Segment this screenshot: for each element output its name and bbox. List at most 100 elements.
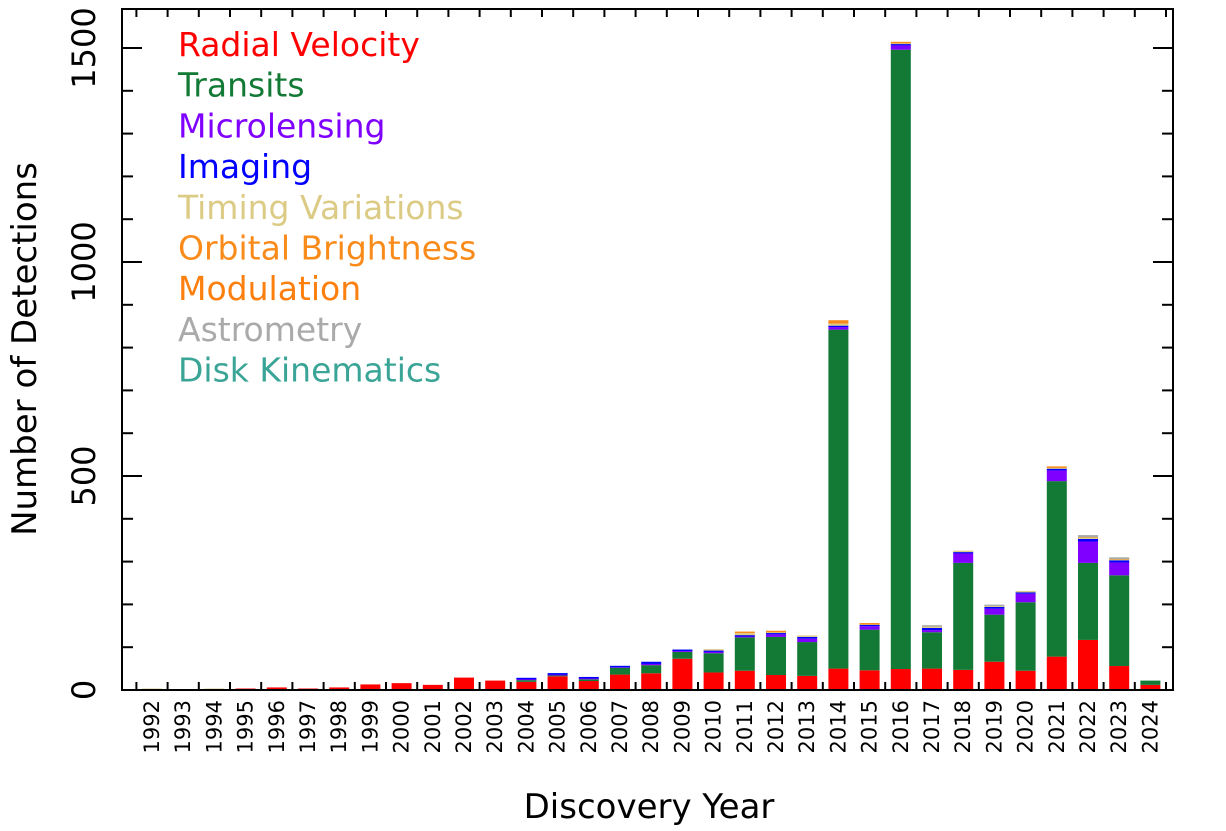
y-tick-label-500: 500 xyxy=(65,445,103,506)
bar-segment-2017-timing-variations xyxy=(922,626,942,628)
bar-segment-2020-transits xyxy=(1015,602,1036,671)
x-tick-label-2008: 2008 xyxy=(639,700,663,753)
bar-segment-2007-transits xyxy=(610,667,630,675)
legend-entry-orbital-brightness: Orbital Brightness xyxy=(178,229,476,268)
x-tick-label-1997: 1997 xyxy=(296,700,320,753)
bar-segment-2021-timing-variations xyxy=(1046,467,1067,469)
bar-segment-2008-microlensing xyxy=(641,663,662,666)
legend-entry-disk-kinematics: Disk Kinematics xyxy=(178,351,441,390)
bar-segment-2023-transits xyxy=(1109,575,1130,667)
bars-layer xyxy=(142,41,1161,690)
bar-segment-2005-radial-velocity xyxy=(547,676,568,690)
bar-segment-2000-radial-velocity xyxy=(391,683,412,690)
bar-segment-2012-timing-variations xyxy=(766,631,786,634)
x-tick-label-2001: 2001 xyxy=(421,700,445,753)
bar-segment-2006-transits xyxy=(578,679,599,682)
bar-segment-2021-radial-velocity xyxy=(1046,656,1067,690)
bar-segment-2006-microlensing xyxy=(578,677,599,680)
bar-segment-2020-microlensing xyxy=(1015,593,1036,603)
bar-segment-1996-radial-velocity xyxy=(266,687,287,690)
x-tick-label-2018: 2018 xyxy=(951,700,975,753)
axis-ticks xyxy=(122,9,1173,691)
y-tick-labels: 0 500 1000 1500 xyxy=(65,7,103,700)
legend-entry-radial-velocity: Radial Velocity xyxy=(178,25,420,64)
bar-segment-2004-radial-velocity xyxy=(516,681,537,690)
bar-segment-2005-transits xyxy=(547,674,568,677)
bar-segment-2010-imaging xyxy=(703,650,724,652)
bar-segment-2021-imaging xyxy=(1046,468,1067,471)
bar-segment-2016-orbital-brightness xyxy=(890,41,911,44)
bar-segment-2010-transits xyxy=(703,653,724,673)
bar-segment-2004-imaging xyxy=(516,677,537,680)
bar-segment-1998-radial-velocity xyxy=(329,687,350,690)
x-tick-label-2004: 2004 xyxy=(514,700,538,753)
x-tick-label-1995: 1995 xyxy=(234,700,258,753)
bar-segment-2021-orbital-brightness xyxy=(1046,466,1067,468)
x-tick-label-2000: 2000 xyxy=(390,700,414,753)
bar-segment-2013-microlensing xyxy=(797,638,818,643)
bar-segment-2016-radial-velocity xyxy=(890,669,911,690)
bar-segment-2009-microlensing xyxy=(672,650,693,652)
bar-segment-2014-timing-variations xyxy=(828,323,849,326)
bar-segment-2006-radial-velocity xyxy=(578,681,599,690)
bar-segment-2016-transits xyxy=(890,49,911,670)
x-tick-label-1999: 1999 xyxy=(358,700,382,753)
bar-segment-2017-imaging xyxy=(922,627,942,631)
x-tick-label-2013: 2013 xyxy=(795,700,819,753)
bar-segment-2022-timing-variations xyxy=(1078,537,1098,539)
bar-segment-2002-radial-velocity xyxy=(454,677,474,690)
bar-segment-2011-microlensing xyxy=(734,635,755,638)
bar-segment-2017-radial-velocity xyxy=(922,668,942,690)
bar-segment-2010-microlensing xyxy=(703,651,724,654)
bar-segment-2022-transits xyxy=(1078,562,1098,640)
x-tick-label-2009: 2009 xyxy=(670,700,694,753)
x-tick-label-1998: 1998 xyxy=(327,700,351,753)
bar-segment-2008-transits xyxy=(641,665,662,674)
y-tick-label-1500: 1500 xyxy=(65,7,103,88)
bar-segment-2018-microlensing xyxy=(953,553,974,563)
bar-segment-2006-imaging xyxy=(578,676,599,679)
bar-segment-2015-orbital-brightness xyxy=(859,623,880,625)
bar-segment-2003-radial-velocity xyxy=(485,680,506,690)
bar-segment-2012-transits xyxy=(766,636,786,676)
bar-segment-2016-imaging xyxy=(890,43,911,46)
legend-entry-imaging: Imaging xyxy=(178,147,312,186)
y-tick-label-0: 0 xyxy=(65,680,103,700)
bar-segment-2022-astrometry xyxy=(1078,535,1098,538)
bar-segment-2011-transits xyxy=(734,637,755,671)
bar-segment-1999-radial-velocity xyxy=(360,684,381,690)
bar-segment-2015-radial-velocity xyxy=(859,670,880,690)
legend: Radial VelocityTransitsMicrolensingImagi… xyxy=(177,25,476,390)
bar-segment-2016-timing-variations xyxy=(890,42,911,45)
bar-segment-2019-radial-velocity xyxy=(984,661,1005,690)
x-tick-label-2024: 2024 xyxy=(1138,700,1162,753)
legend-entry-microlensing: Microlensing xyxy=(178,106,385,145)
bar-segment-2018-timing-variations xyxy=(953,550,974,553)
bar-segment-2010-radial-velocity xyxy=(703,672,724,690)
bar-segment-2014-imaging xyxy=(828,325,849,328)
x-axis-label: Discovery Year xyxy=(524,787,775,827)
bar-segment-2005-imaging xyxy=(547,673,568,675)
x-tick-label-1994: 1994 xyxy=(202,700,226,753)
bar-segment-2013-imaging xyxy=(797,636,818,639)
bar-segment-2022-radial-velocity xyxy=(1078,639,1098,690)
x-tick-label-2012: 2012 xyxy=(764,700,788,753)
x-tick-label-2023: 2023 xyxy=(1107,700,1131,753)
x-tick-label-1992: 1992 xyxy=(140,700,164,753)
bar-segment-2013-timing-variations xyxy=(797,635,818,637)
x-tick-label-2015: 2015 xyxy=(858,700,882,753)
bar-segment-2001-radial-velocity xyxy=(422,684,443,690)
legend-entry-transits: Transits xyxy=(177,66,305,105)
bar-segment-2023-radial-velocity xyxy=(1109,666,1130,690)
plot-frame xyxy=(121,8,1174,691)
bar-segment-2020-radial-velocity xyxy=(1015,670,1036,690)
bar-segment-2008-imaging xyxy=(641,661,662,664)
x-tick-label-2002: 2002 xyxy=(452,700,476,753)
bar-segment-2011-radial-velocity xyxy=(734,670,755,690)
x-tick-label-2014: 2014 xyxy=(826,700,850,753)
x-tick-label-2019: 2019 xyxy=(982,700,1006,753)
bar-segment-2009-imaging xyxy=(672,649,693,652)
bar-segment-2024-radial-velocity xyxy=(1140,684,1161,690)
bar-segment-2008-radial-velocity xyxy=(641,673,662,690)
